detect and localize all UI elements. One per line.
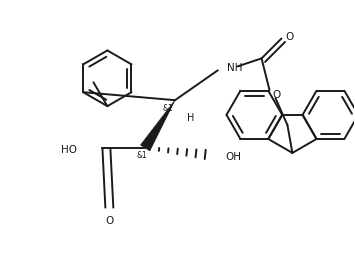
Text: &1: &1 [136,151,147,160]
Text: &1: &1 [162,104,173,113]
Text: O: O [105,215,114,226]
Text: OH: OH [226,152,242,162]
Text: O: O [272,90,280,100]
Text: NH: NH [227,63,242,73]
Text: H: H [187,113,194,123]
Polygon shape [141,100,175,151]
Text: O: O [285,32,294,42]
Text: HO: HO [60,145,77,155]
